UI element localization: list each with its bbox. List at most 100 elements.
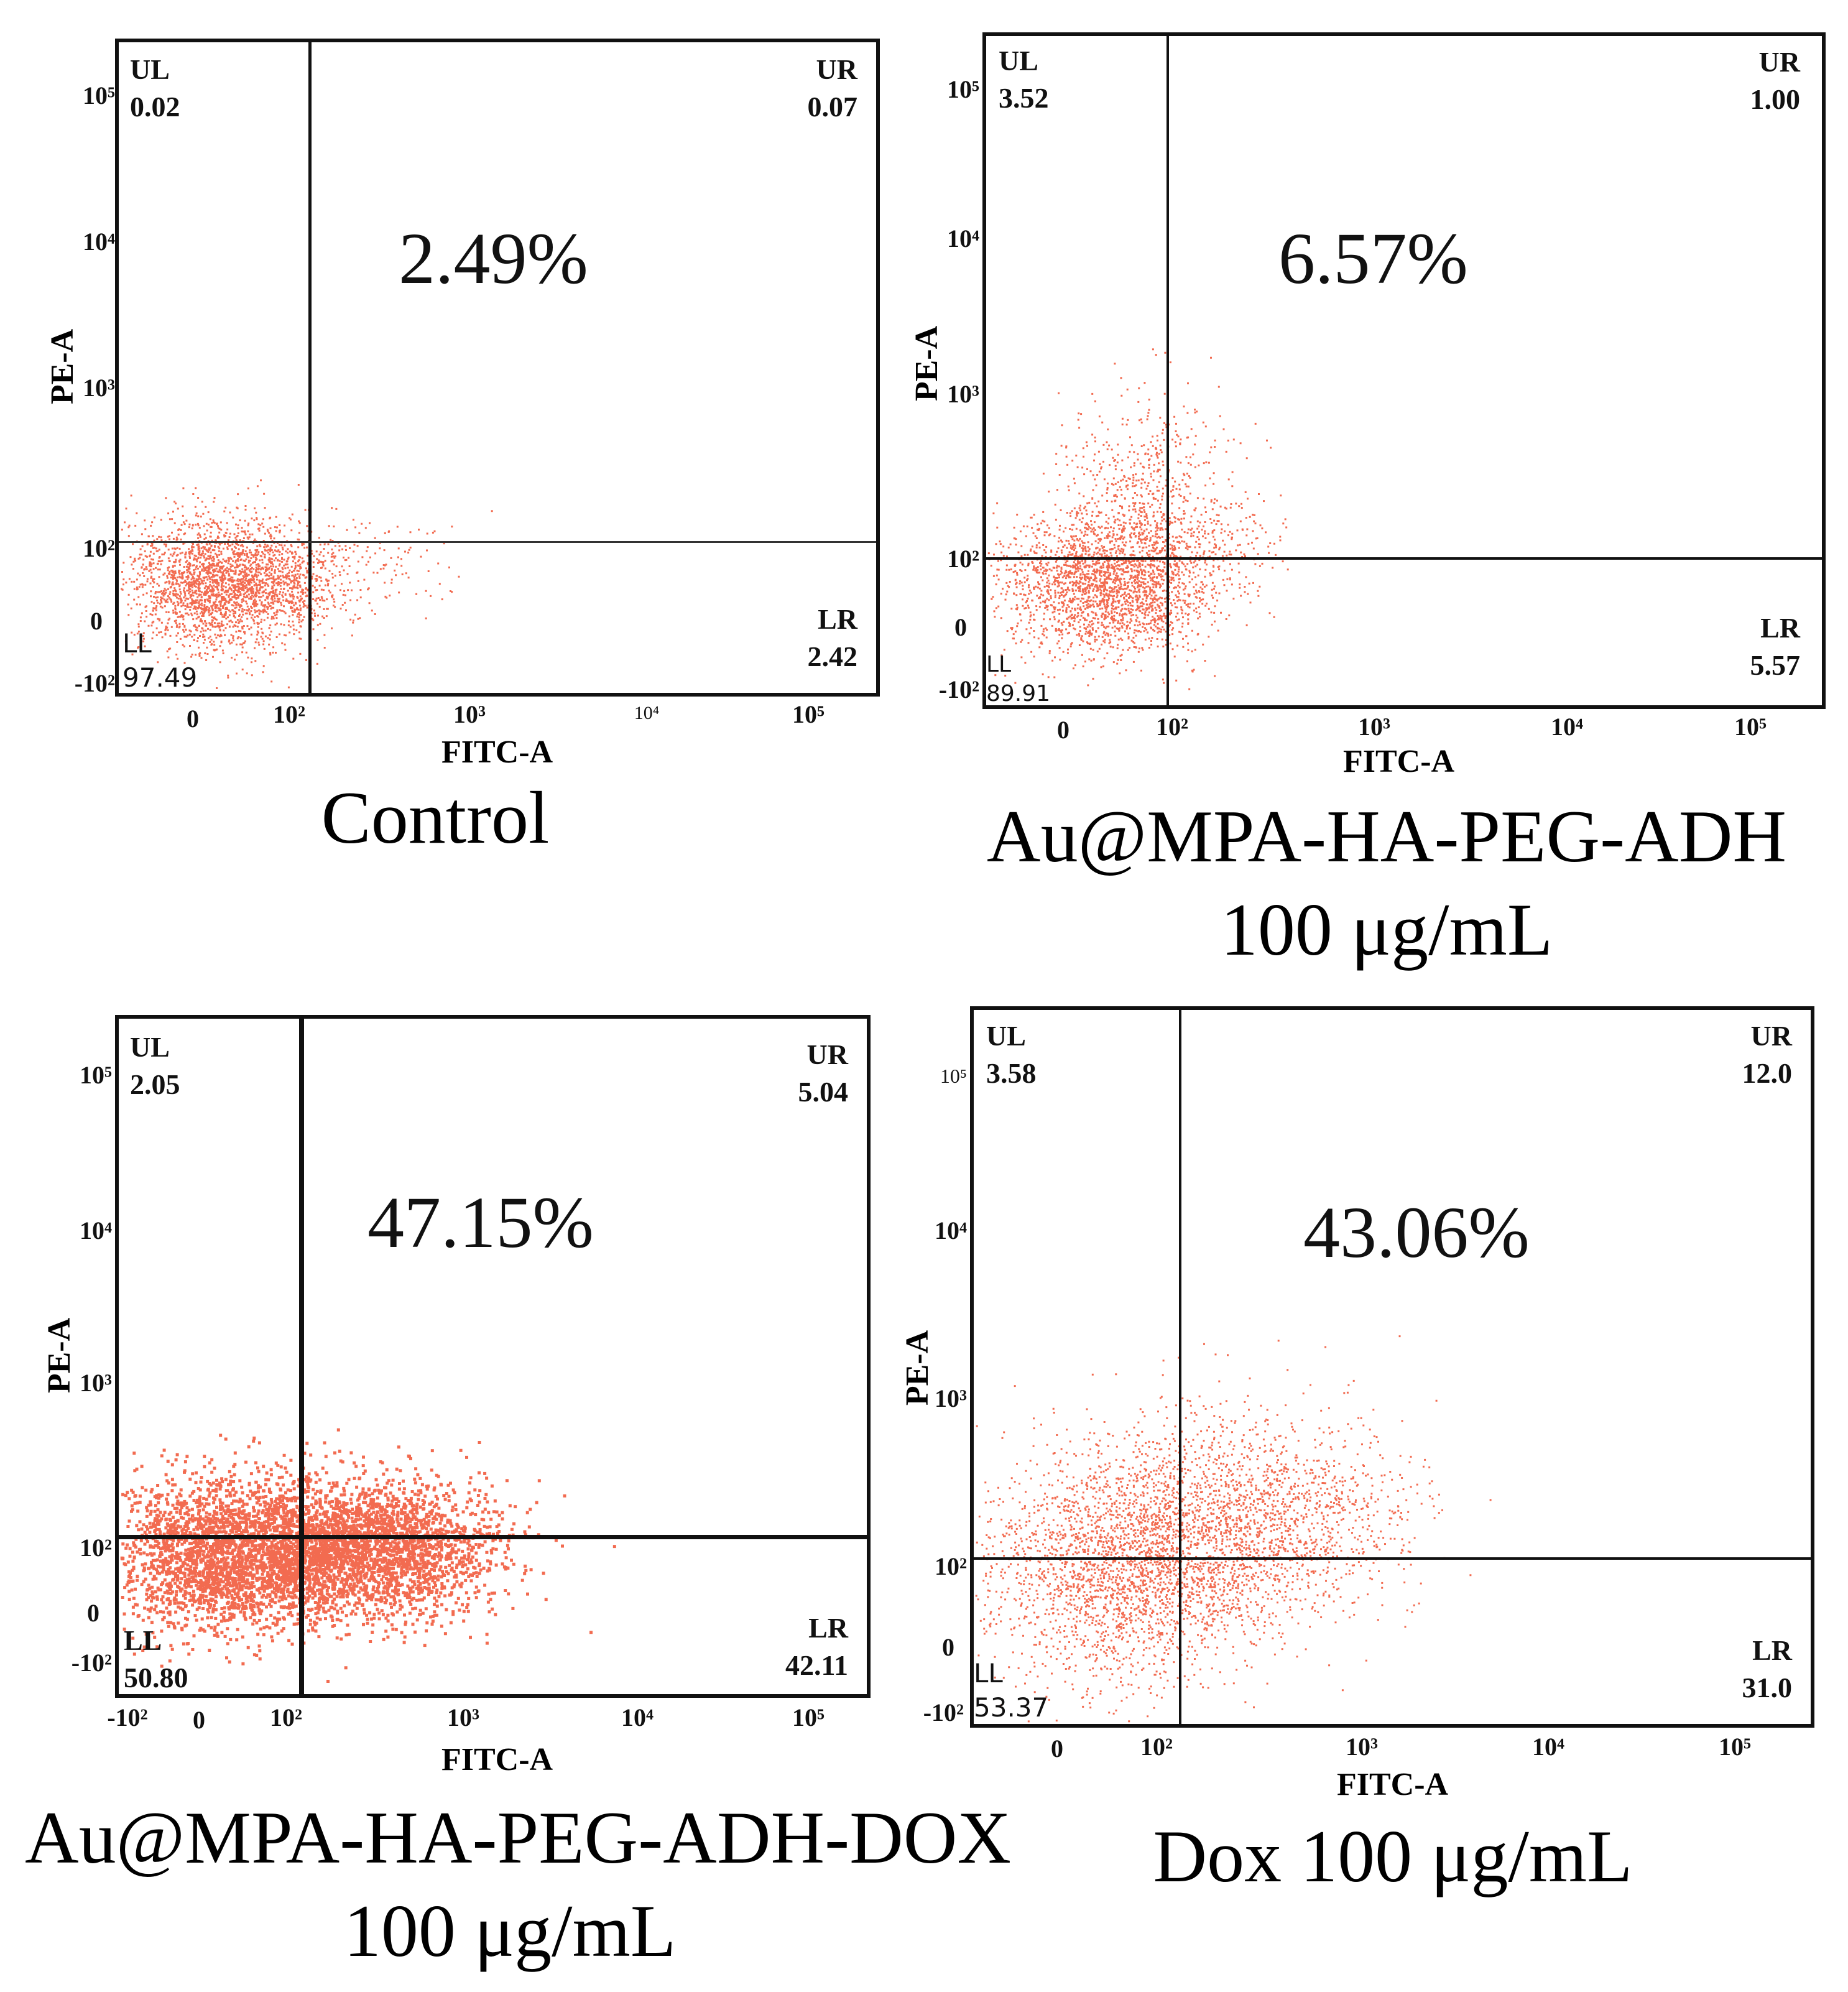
quadrant-ur-control: UR 0.07 — [807, 53, 858, 123]
x-tick-dox-1: 0 — [1051, 1735, 1063, 1763]
quadrant-vline-dox-np — [299, 1019, 304, 1694]
dot-cloud — [975, 1335, 1492, 1723]
y-tick-dox-np-6: -10² — [71, 1649, 112, 1677]
y-tick-dox-5: 0 — [942, 1633, 954, 1661]
quadrant-ur-dox: UR 12.0 — [1742, 1020, 1793, 1089]
dot-cloud — [120, 1428, 616, 1683]
y-tick-adh-2: 10⁴ — [947, 225, 979, 252]
y-tick-dox-1: 10⁵ — [940, 1065, 967, 1087]
scatter-points — [987, 348, 1289, 690]
quadrant-ul-dox: UL 3.58 — [986, 1020, 1037, 1089]
apoptosis-percent-dox: 43.06% — [1303, 1192, 1530, 1273]
scatter-dots-dox-np — [120, 1428, 616, 1683]
quadrant-lr-adh: LR 5.57 — [1750, 612, 1801, 681]
y-tick-control-1: 10⁵ — [83, 81, 115, 109]
x-axis-title-control: FITC-A — [441, 734, 553, 770]
y-tick-control-3: 10³ — [83, 374, 115, 402]
quadrant-ll-dox: LL 53.37 — [974, 1658, 1049, 1723]
x-tick-dox-4: 10⁴ — [1532, 1733, 1564, 1761]
scatter-points — [120, 1428, 616, 1683]
y-tick-control-2: 10⁴ — [83, 228, 115, 256]
apoptosis-percent-dox-np: 47.15% — [367, 1182, 594, 1263]
scatter-points — [975, 1335, 1492, 1723]
quadrant-vline-dox — [1179, 1010, 1181, 1724]
quadrant-ll-control: LL 97.49 — [122, 628, 198, 693]
x-tick-adh-5: 10⁵ — [1734, 713, 1767, 741]
dot-cloud — [987, 348, 1289, 690]
quadrant-hline-dox-np — [119, 1535, 867, 1539]
quadrant-hline-dox — [974, 1557, 1811, 1560]
quadrant-ur-adh: UR 1.00 — [1750, 46, 1801, 115]
quadrant-hline-control — [119, 541, 876, 543]
x-tick-dox-np-4: 10³ — [447, 1703, 479, 1731]
x-tick-control-4: 10⁴ — [634, 703, 660, 723]
x-tick-adh-3: 10³ — [1358, 713, 1390, 741]
caption-control: Control — [321, 776, 550, 859]
scatter-dots-adh — [987, 348, 1289, 690]
caption-adh: Au@MPA-HA-PEG-ADH 100 μg/mL — [986, 795, 1787, 971]
plot-area-adh: UL 3.52 UR 1.00 LL 89.91 LR 5.57 6.57% — [982, 32, 1826, 709]
y-tick-adh-3: 10³ — [947, 380, 979, 408]
y-axis-title-dox: PE-A — [900, 1330, 936, 1406]
x-tick-control-2: 10² — [273, 700, 305, 728]
caption-dox: Dox 100 μg/mL — [1153, 1815, 1633, 1897]
quadrant-ll-dox-np: LL 50.80 — [124, 1624, 188, 1693]
x-axis-title-adh: FITC-A — [1343, 744, 1455, 779]
y-tick-dox-np-1: 10⁵ — [80, 1061, 112, 1089]
y-tick-adh-6: -10² — [938, 675, 979, 703]
x-axis-title-dox-np: FITC-A — [441, 1742, 553, 1777]
quadrant-ll-adh: LL 89.91 — [986, 652, 1051, 706]
x-tick-dox-np-2: 0 — [193, 1706, 205, 1734]
plot-area-dox-np: UL 2.05 UR 5.04 LL 50.80 LR 42.11 47.15% — [115, 1015, 871, 1698]
quadrant-ul-adh: UL 3.52 — [999, 45, 1049, 114]
y-tick-dox-np-3: 10³ — [80, 1369, 112, 1397]
x-tick-dox-np-1: -10² — [107, 1703, 148, 1731]
quadrant-lr-dox-np: LR 42.11 — [785, 1612, 848, 1681]
y-tick-dox-6: -10² — [923, 1698, 964, 1726]
x-tick-adh-4: 10⁴ — [1551, 713, 1583, 741]
y-tick-dox-2: 10⁴ — [935, 1216, 967, 1244]
y-tick-dox-4: 10² — [935, 1552, 967, 1580]
x-tick-dox-np-5: 10⁴ — [621, 1703, 654, 1731]
caption-dox-np: Au@MPA-HA-PEG-ADH-DOX 100 μg/mL — [25, 1796, 1012, 1972]
x-tick-control-5: 10⁵ — [792, 700, 825, 728]
apoptosis-percent-control: 2.49% — [399, 218, 588, 299]
y-tick-dox-3: 10³ — [935, 1384, 967, 1412]
x-tick-dox-5: 10⁵ — [1719, 1733, 1751, 1761]
x-tick-control-3: 10³ — [453, 700, 486, 728]
x-tick-dox-np-6: 10⁵ — [792, 1703, 825, 1731]
y-axis-title-control: PE-A — [45, 328, 81, 405]
quadrant-ul-control: UL 0.02 — [130, 53, 180, 123]
y-tick-adh-1: 10⁵ — [947, 75, 979, 103]
dot-cloud — [121, 479, 493, 689]
quadrant-ul-dox-np: UL 2.05 — [130, 1031, 180, 1100]
quadrant-ur-dox-np: UR 5.04 — [798, 1039, 849, 1108]
y-axis-title-adh: PE-A — [909, 325, 945, 402]
quadrant-lr-control: LR 2.42 — [807, 603, 858, 672]
x-axis-title-dox: FITC-A — [1337, 1767, 1449, 1802]
x-tick-dox-3: 10³ — [1346, 1733, 1378, 1761]
y-tick-dox-np-5: 0 — [87, 1599, 99, 1627]
y-tick-adh-4: 10² — [947, 545, 979, 573]
y-tick-control-6: -10² — [74, 669, 115, 697]
plot-area-dox: UL 3.58 UR 12.0 LL 53.37 LR 31.0 43.06% — [970, 1006, 1814, 1728]
x-tick-control-1: 0 — [187, 705, 199, 733]
x-tick-dox-np-3: 10² — [270, 1703, 302, 1731]
quadrant-hline-adh — [986, 557, 1822, 560]
y-tick-control-4: 10² — [83, 534, 115, 562]
scatter-points — [121, 479, 493, 689]
plot-area-control: UL 0.02 UR 0.07 LL 97.49 LR 2.42 2.49% — [115, 39, 880, 697]
scatter-dots-control — [121, 479, 493, 689]
x-tick-dox-2: 10² — [1140, 1733, 1173, 1761]
y-tick-adh-5: 0 — [954, 613, 967, 641]
y-tick-dox-np-2: 10⁴ — [80, 1216, 112, 1244]
apoptosis-percent-adh: 6.57% — [1278, 218, 1468, 299]
scatter-dots-dox — [975, 1335, 1492, 1723]
y-axis-title-dox-np: PE-A — [42, 1317, 78, 1394]
x-tick-adh-1: 0 — [1057, 716, 1070, 744]
x-tick-adh-2: 10² — [1156, 713, 1188, 741]
quadrant-vline-adh — [1167, 36, 1169, 705]
quadrant-lr-dox: LR 31.0 — [1742, 1634, 1793, 1703]
y-tick-dox-np-4: 10² — [80, 1534, 112, 1562]
quadrant-vline-control — [308, 42, 312, 693]
